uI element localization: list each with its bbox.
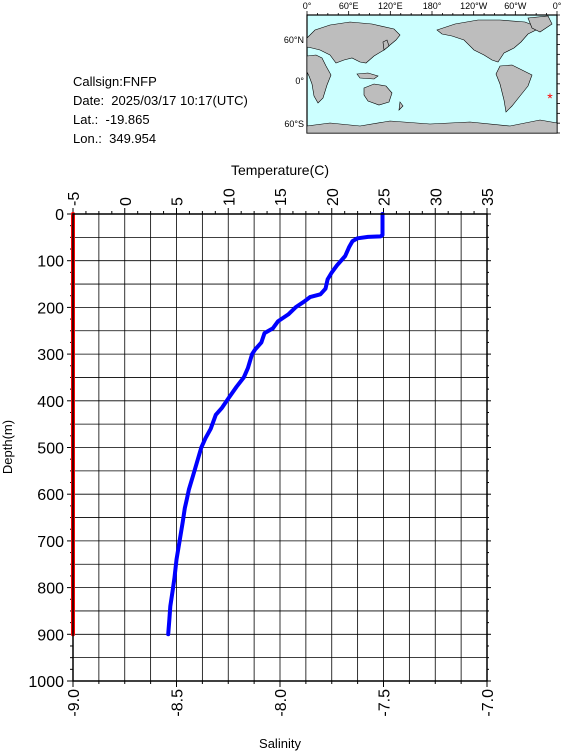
- date-text: Date: 2025/03/17 10:17(UTC): [73, 93, 248, 108]
- plot-frame: [72, 213, 488, 682]
- temperature-tick-label: 35: [480, 188, 497, 206]
- station-info: Callsign:FNFP Date: 2025/03/17 10:17(UTC…: [73, 72, 248, 148]
- temperature-tick-label: -5: [66, 192, 83, 206]
- salinity-axis-title: Salinity: [259, 736, 301, 751]
- map-latitude-labels: 60°N 0° 60°S: [284, 35, 305, 129]
- africa-landmass: [306, 54, 332, 104]
- depth-tick-label: 800: [37, 581, 64, 598]
- station-marker: *: [547, 90, 553, 106]
- salinity-tick-label: -8.5: [170, 689, 187, 717]
- salinity-tick-label: -7.5: [377, 689, 394, 717]
- depth-tick-labels: 0 100 200 300 400 500 600 700 800 900 1000: [28, 207, 64, 691]
- world-map: 0° 60°E 120°E 180° 120°W 60°W 0° 60°N 0° 60°S *: [284, 1, 562, 134]
- depth-tick-label: 500: [37, 441, 64, 458]
- depth-axis-title: Depth(m): [0, 420, 15, 474]
- depth-tick-label: 600: [37, 487, 64, 504]
- map-longitude-label: 0°: [553, 1, 562, 11]
- temperature-axis-title: Temperature(C): [231, 162, 329, 178]
- longitude-text: Lon.: 349.954: [73, 131, 157, 146]
- temperature-profile-line: [166, 212, 385, 637]
- japan-island: [382, 39, 390, 51]
- temperature-tick-labels: -5 0 5 10 15 20 25 30 35: [66, 188, 497, 206]
- south-america-landmass: [495, 64, 533, 113]
- depth-tick-label: 400: [37, 394, 64, 411]
- map-longitude-label: 60°W: [504, 1, 527, 11]
- temperature-tick-label: 30: [428, 188, 445, 206]
- depth-tick-label: 1000: [28, 674, 64, 691]
- temperature-tick-label: 5: [170, 197, 187, 206]
- depth-tick-label: 0: [55, 207, 64, 224]
- temperature-tick-label: 10: [221, 188, 238, 206]
- eurasia-landmass: [306, 21, 401, 64]
- map-longitude-label: 180°: [423, 1, 442, 11]
- salinity-tick-labels: -9.0 -8.5 -8.0 -7.5 -7.0: [66, 689, 497, 717]
- salinity-tick-label: -9.0: [66, 689, 83, 717]
- temperature-tick-label: 0: [118, 197, 135, 206]
- map-longitude-label: 120°W: [460, 1, 488, 11]
- map-longitude-label: 0°: [303, 1, 312, 11]
- depth-tick-label: 200: [37, 300, 64, 317]
- map-latitude-label: 60°N: [284, 35, 304, 45]
- map-land: [306, 15, 558, 134]
- callsign-text: Callsign:FNFP: [73, 74, 157, 89]
- depth-tick-label: 100: [37, 254, 64, 271]
- depth-tick-label: 700: [37, 534, 64, 551]
- depth-tick-label: 900: [37, 627, 64, 644]
- grid-lines: [73, 214, 487, 681]
- map-frame-ticks: [306, 11, 560, 134]
- map-latitude-label: 60°S: [284, 119, 304, 129]
- salinity-tick-label: -7.0: [480, 689, 497, 717]
- australia-landmass: [363, 83, 393, 106]
- antarctica-landmass: [306, 119, 558, 134]
- map-longitude-labels: 0° 60°E 120°E 180° 120°W 60°W 0°: [303, 1, 562, 11]
- salinity-tick-label: -8.0: [273, 689, 290, 717]
- depth-tick-label: 300: [37, 347, 64, 364]
- temperature-tick-label: 25: [377, 188, 394, 206]
- temperature-tick-label: 15: [273, 188, 290, 206]
- indonesia-islands: [356, 72, 379, 80]
- map-longitude-label: 120°E: [378, 1, 403, 11]
- new-zealand-island: [398, 101, 404, 111]
- greenland-island: [527, 15, 553, 33]
- temperature-tick-label: 20: [325, 188, 342, 206]
- map-longitude-label: 60°E: [339, 1, 359, 11]
- north-america-landmass: [436, 19, 541, 63]
- map-latitude-label: 0°: [295, 76, 304, 86]
- latitude-text: Lat.: -19.865: [73, 112, 150, 127]
